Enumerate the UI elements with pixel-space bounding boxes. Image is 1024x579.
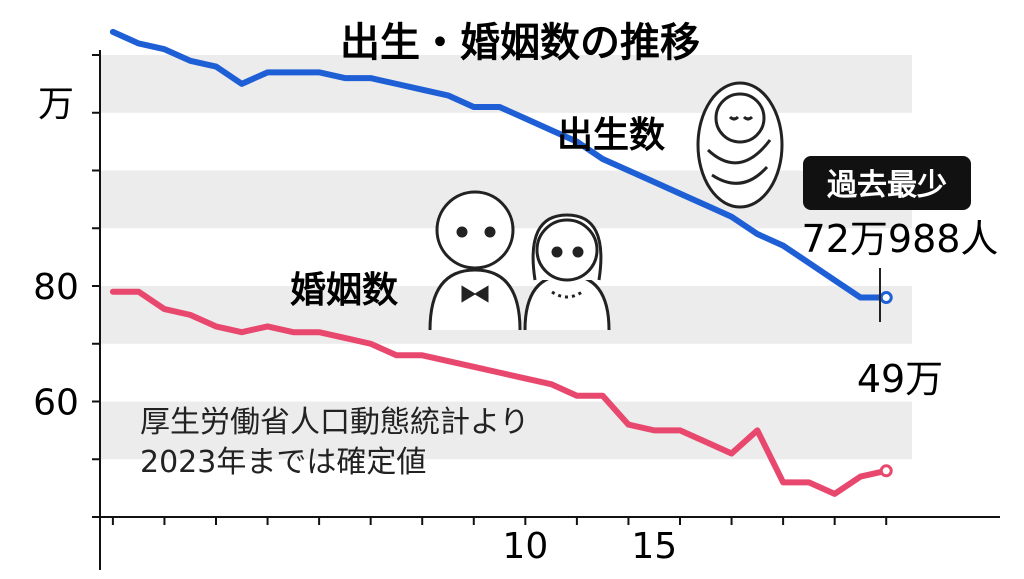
x-ticks — [111, 517, 888, 525]
series-lines — [109, 28, 890, 497]
bride-icon — [523, 213, 611, 331]
series-line-1 — [109, 288, 890, 497]
record-low-badge: 過去最少 — [827, 168, 947, 203]
y-unit-label: 万 — [38, 84, 74, 125]
x-tick-label-10: 10 — [502, 526, 548, 567]
grid-band-0 — [100, 401, 912, 460]
y-tick-labels: 80 60 — [33, 267, 79, 424]
marriages-latest-value: 49万 — [857, 357, 943, 401]
record-low-badge-bg — [803, 156, 971, 210]
series-label-marriages: 婚姻数 — [290, 270, 398, 311]
births-latest-value: 72万988人 — [802, 217, 999, 261]
y-tick-label-60: 60 — [33, 383, 79, 424]
chart-title: 出生・婚姻数の推移 — [340, 20, 700, 66]
series-line-0 — [109, 28, 890, 301]
baby-icon — [696, 81, 784, 209]
series-0-latest-point — [879, 291, 893, 305]
provisional-note: 2023年までは確定値 — [140, 445, 426, 480]
groom-icon — [428, 190, 522, 331]
series-1-latest-point — [879, 464, 893, 478]
source-note: 厚生労働省人口動態統計より — [140, 405, 529, 440]
axes — [92, 50, 1000, 570]
series-points — [879, 291, 893, 478]
grid-bands — [100, 55, 912, 460]
x-tick-label-15: 15 — [631, 526, 677, 567]
x-tick-labels: 10 15 — [502, 526, 677, 567]
y-tick-label-80: 80 — [33, 267, 79, 308]
series-label-births: 出生数 — [557, 115, 665, 156]
grid-band-3 — [100, 55, 912, 113]
